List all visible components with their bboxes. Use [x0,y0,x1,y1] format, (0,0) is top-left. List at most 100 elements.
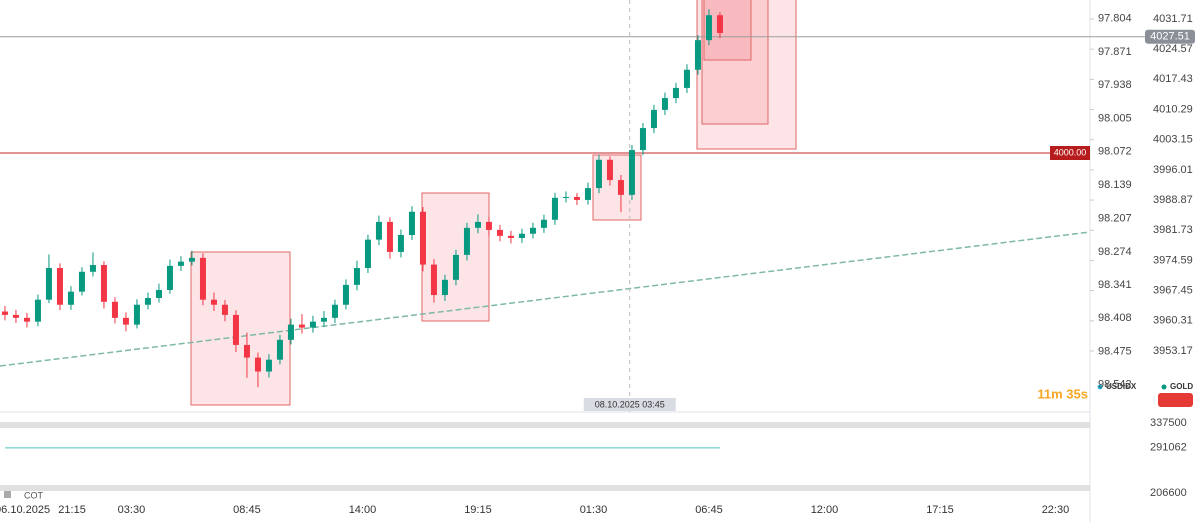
price-badge[interactable] [1158,393,1193,407]
candle-body [628,150,635,195]
candle-body [595,159,602,189]
y-tick-label: 3967.45 [1153,284,1193,296]
candle-body [45,267,52,300]
candle-body [617,180,624,195]
timer: 11m 35s [1037,386,1088,401]
range-box [190,251,291,406]
y2-tick-label: 98.274 [1098,246,1132,258]
candle-body [111,301,118,318]
y-tick-label: 4017.43 [1153,73,1193,85]
y-tick-label: 3953.17 [1153,345,1193,357]
candle-body [276,339,283,360]
candle-body [67,291,74,305]
candle-body [518,233,525,238]
candle-body [353,267,360,285]
candle-body [188,257,195,262]
y2-tick-label: 98.341 [1098,279,1132,291]
x-tick-label: 08:45 [233,504,261,516]
candle-body [243,344,250,358]
y-tick-label: 3981.73 [1153,224,1193,236]
candle-body [661,98,668,110]
candle-body [166,265,173,290]
candle-body [452,254,459,280]
x-tick-label: 14:00 [349,504,377,516]
candle-body [320,317,327,322]
candle-body [56,267,63,305]
x-tick-label: 06:45 [695,504,723,516]
candle-body [1,311,8,315]
candle-body [672,87,679,99]
candle-body [551,197,558,220]
pane-bar [0,422,1090,428]
candle-body [309,321,316,328]
pane-icon[interactable] [4,491,11,498]
candle-body [529,227,536,234]
candle-body [221,304,228,315]
candle-body [716,15,723,33]
candle-body [639,128,646,151]
x-tick-label: 17:15 [926,504,954,516]
candle-body [23,317,30,322]
x-tick-label: 19:15 [464,504,492,516]
y2-tick-label: 97.871 [1098,46,1132,58]
candle-body [705,15,712,41]
candle-body [441,279,448,296]
x-tick-label: 12:00 [811,504,839,516]
x-tick-label: 06.10.2025 [0,504,50,516]
y-tick-label: 3996.01 [1153,164,1193,176]
level-tag [1050,146,1090,161]
level-label: 4000.00 [1054,147,1087,157]
candle-body [584,188,591,200]
candle-body [496,229,503,236]
candle-body [12,314,19,318]
legend-label: GOLD [1170,382,1193,391]
candle-body [485,221,492,230]
candle-body [375,221,382,240]
candle-body [430,264,437,296]
candle-body [265,359,272,372]
candle-body [232,314,239,345]
candle-body [210,299,217,305]
candle-body [408,211,415,236]
candle-body [507,235,514,238]
candle-body [155,289,162,298]
candle-body [78,271,85,292]
candle-body [474,221,481,228]
x-tick-label: 21:15 [58,504,86,516]
range-box [701,0,769,125]
crosshair-label: 08.10.2025 03:45 [595,399,665,409]
pane-bar [0,485,1090,491]
trend-line[interactable] [0,231,1091,367]
candle-body [419,211,426,265]
y2-tick-label: 98.005 [1098,112,1132,124]
sub-tick-label: 337500 [1150,417,1187,429]
x-tick-label: 03:30 [118,504,146,516]
candle-body [122,317,129,325]
candle-body [34,299,41,322]
y2-tick-label: 98.542 [1098,379,1132,391]
y-tick-label: 4024.57 [1153,43,1193,55]
candle-body [89,265,96,272]
legend-marker [1097,384,1103,390]
y-tick-label: 4031.71 [1153,13,1193,25]
y-tick-label: 4010.29 [1153,103,1193,115]
candle-body [254,357,261,372]
candle-body [650,109,657,129]
candle-body [342,284,349,305]
sub-tick-label: 291062 [1150,442,1187,454]
candle-body [540,219,547,228]
candle-body [144,297,151,305]
last-price-label: 4027.51 [1150,31,1190,43]
y-tick-label: 3960.31 [1153,315,1193,327]
sub-tick-label: 206600 [1150,487,1187,499]
candle-body [364,239,371,268]
candle-body [562,196,569,198]
candle-body [100,265,107,302]
candle-body [133,304,140,325]
y-tick-label: 3988.87 [1153,194,1193,206]
candle-body [199,257,206,300]
last-price-tag [1145,29,1195,44]
